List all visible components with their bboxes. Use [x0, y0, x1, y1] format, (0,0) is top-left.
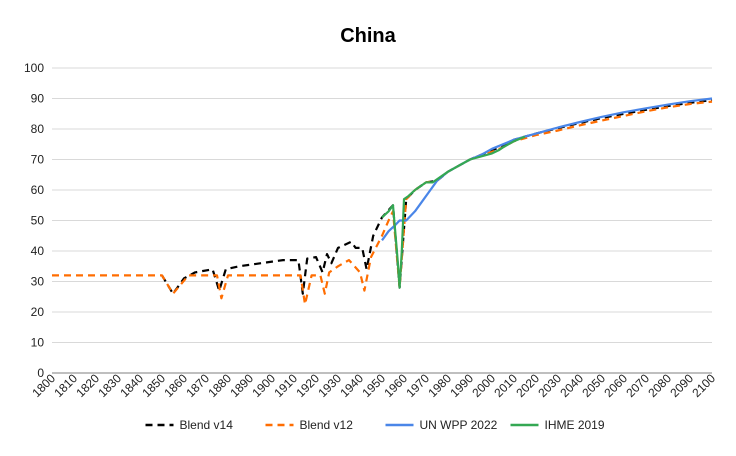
x-tick-label: 1900: [249, 371, 278, 400]
legend-item: Blend v14: [145, 418, 234, 432]
series-line: [52, 100, 713, 306]
legend: Blend v14 Blend v12 UN WPP 2022 IHME 2019: [145, 418, 605, 432]
x-tick-label: 1830: [95, 371, 124, 400]
x-tick-label: 1890: [227, 371, 256, 400]
legend-item: IHME 2019: [510, 418, 605, 432]
x-tick-label: 1920: [293, 371, 322, 400]
x-tick-label: 1910: [271, 371, 300, 400]
x-tick-label: 1990: [447, 371, 476, 400]
y-tick-label: 0: [37, 366, 44, 380]
x-tick-label: 2060: [601, 371, 630, 400]
axes: 0102030405060708090100180018101820183018…: [24, 61, 718, 400]
x-tick-label: 2090: [667, 371, 696, 400]
x-tick-label: 2100: [689, 371, 718, 400]
y-tick-label: 80: [31, 122, 45, 136]
x-tick-label: 1810: [51, 371, 80, 400]
x-tick-label: 1960: [381, 371, 410, 400]
y-tick-label: 20: [31, 305, 45, 319]
y-tick-label: 40: [31, 244, 45, 258]
x-tick-label: 1940: [337, 371, 366, 400]
x-tick-label: 1870: [183, 371, 212, 400]
x-tick-label: 2000: [469, 371, 498, 400]
series-lines: [52, 97, 713, 306]
y-tick-label: 60: [31, 183, 45, 197]
legend-label: UN WPP 2022: [420, 418, 498, 432]
series-line: [381, 135, 526, 289]
y-tick-label: 10: [31, 336, 45, 350]
x-tick-label: 1980: [425, 371, 454, 400]
x-tick-label: 2080: [645, 371, 674, 400]
x-tick-label: 1800: [29, 371, 58, 400]
y-tick-label: 50: [31, 214, 45, 228]
x-tick-label: 1970: [403, 371, 432, 400]
legend-item: UN WPP 2022: [385, 418, 498, 432]
legend-label: Blend v14: [180, 418, 234, 432]
chart-title: China: [340, 25, 396, 47]
x-tick-label: 2050: [579, 371, 608, 400]
grid-lines: [52, 67, 712, 343]
y-tick-label: 100: [24, 61, 44, 75]
x-tick-label: 1850: [139, 371, 168, 400]
x-tick-label: 2020: [513, 371, 542, 400]
x-tick-label: 1880: [205, 371, 234, 400]
legend-label: Blend v12: [300, 418, 354, 432]
x-tick-label: 2030: [535, 371, 564, 400]
x-tick-label: 2010: [491, 371, 520, 400]
legend-item: Blend v12: [265, 418, 354, 432]
y-tick-label: 90: [31, 92, 45, 106]
series-line: [381, 97, 713, 241]
x-tick-label: 1820: [73, 371, 102, 400]
y-tick-label: 30: [31, 275, 45, 289]
x-tick-label: 1840: [117, 371, 146, 400]
x-tick-label: 2070: [623, 371, 652, 400]
x-tick-label: 1930: [315, 371, 344, 400]
x-tick-label: 2040: [557, 371, 586, 400]
x-tick-label: 1950: [359, 371, 388, 400]
legend-label: IHME 2019: [545, 418, 605, 432]
y-tick-label: 70: [31, 153, 45, 167]
x-tick-label: 1860: [161, 371, 190, 400]
